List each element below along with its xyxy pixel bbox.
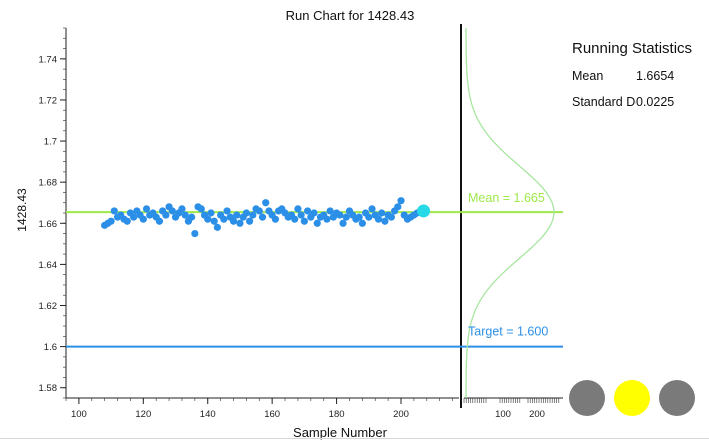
data-point: [271, 215, 279, 223]
data-point: [168, 207, 176, 215]
stats-stdev-label: Standard Deviation: [572, 95, 636, 109]
y-tick-label: 1.72: [39, 95, 58, 106]
data-point: [139, 215, 147, 223]
data-point: [336, 211, 344, 219]
data-point: [291, 215, 299, 223]
y-tick-label: 1.58: [39, 383, 58, 394]
data-point: [155, 217, 164, 225]
y-tick-label: 1.62: [39, 301, 58, 312]
x-tick-label: 180: [329, 409, 345, 420]
stats-mean-label: Mean: [572, 69, 604, 83]
data-point: [204, 215, 212, 223]
data-point: [220, 215, 228, 223]
x-axis-label: Sample Number: [293, 425, 388, 440]
data-point: [255, 207, 263, 215]
histogram-x-tick-label: 200: [529, 409, 545, 420]
data-point: [142, 205, 151, 213]
data-point: [107, 217, 115, 225]
data-point: [191, 229, 199, 238]
y-tick-label: 1.68: [39, 178, 58, 189]
data-point: [213, 223, 222, 231]
x-tick-label: 200: [393, 409, 409, 420]
x-tick-label: 160: [264, 409, 280, 420]
latest-data-point: [417, 204, 431, 218]
status-lamp-middle: [614, 380, 650, 416]
data-point: [303, 207, 312, 215]
data-point: [123, 217, 131, 225]
data-point: [236, 219, 244, 227]
y-tick-label: 1.74: [39, 54, 58, 65]
data-point: [242, 209, 250, 217]
y-tick-label: 1.64: [39, 260, 58, 271]
data-point: [374, 215, 383, 223]
data-point: [310, 209, 318, 217]
data-point: [313, 219, 321, 227]
status-lamp-left: [569, 380, 605, 416]
data-point: [110, 207, 118, 215]
target-line-label: Target = 1.600: [468, 325, 548, 339]
y-tick-label: 1.7: [44, 137, 57, 148]
data-point: [249, 211, 257, 219]
data-point: [397, 197, 405, 205]
data-point: [323, 215, 331, 223]
distribution-curve: [465, 28, 555, 398]
x-tick-label: 120: [135, 409, 151, 420]
bottom-divider: [0, 438, 709, 439]
data-point: [365, 213, 373, 221]
data-point: [297, 211, 305, 219]
histogram-x-tick-label: 100: [495, 409, 511, 420]
chart-title: Run Chart for 1428.43: [286, 8, 415, 23]
x-tick-label: 100: [71, 409, 87, 420]
status-lamp-right: [659, 380, 695, 416]
data-point: [223, 207, 231, 215]
data-point: [188, 213, 196, 221]
data-point: [381, 217, 389, 225]
y-axis-label: 1428.43: [15, 188, 29, 232]
x-tick-label: 140: [200, 409, 216, 420]
data-point: [300, 217, 308, 225]
mean-line-label: Mean = 1.665: [468, 191, 545, 205]
data-point: [178, 205, 186, 213]
data-point: [342, 213, 350, 221]
stats-mean-value: 1.6654: [636, 69, 675, 83]
stats-row-mean: Mean 1.6654: [572, 69, 709, 95]
running-statistics-title: Running Statistics: [572, 40, 693, 57]
data-point: [258, 213, 267, 221]
y-tick-label: 1.66: [39, 219, 58, 230]
data-point: [181, 211, 189, 219]
data-point: [210, 217, 218, 225]
data-point: [368, 205, 376, 213]
data-point: [358, 219, 366, 227]
stats-stdev-value: 0.0225: [636, 95, 675, 109]
data-point: [326, 207, 334, 215]
y-tick-label: 1.6: [44, 342, 57, 353]
data-point: [246, 217, 254, 225]
data-point: [162, 211, 170, 219]
data-point: [355, 213, 363, 221]
data-point: [229, 217, 238, 225]
data-point: [394, 203, 402, 211]
data-point: [387, 213, 395, 221]
running-statistics-panel: Running Statistics Mean 1.6654 Standard …: [572, 40, 709, 121]
data-point: [339, 219, 347, 227]
data-point: [197, 205, 205, 213]
data-point: [262, 199, 270, 207]
data-point: [130, 213, 138, 221]
data-point: [294, 205, 302, 213]
data-point: [378, 209, 386, 217]
data-point: [207, 209, 215, 217]
stats-row-stdev: Standard Deviation 0.0225: [572, 95, 709, 121]
data-point: [233, 211, 241, 219]
